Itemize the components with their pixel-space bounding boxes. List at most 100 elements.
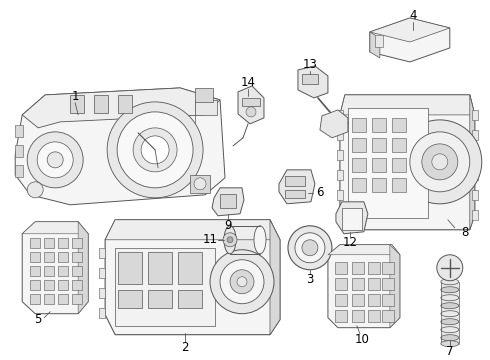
Bar [72, 294, 82, 304]
Circle shape [117, 112, 193, 188]
Bar [352, 310, 364, 322]
Bar [382, 278, 394, 290]
Polygon shape [238, 86, 264, 124]
Polygon shape [279, 170, 315, 204]
Polygon shape [212, 188, 244, 216]
Polygon shape [22, 222, 88, 314]
Bar [148, 252, 172, 284]
Bar [472, 170, 478, 180]
Text: 2: 2 [181, 341, 189, 354]
Circle shape [37, 142, 73, 178]
Polygon shape [328, 245, 400, 255]
Bar [99, 308, 105, 318]
Bar [352, 178, 366, 192]
Polygon shape [22, 222, 88, 234]
Bar [30, 252, 40, 262]
Bar [392, 158, 406, 172]
Bar [372, 138, 386, 152]
Bar [195, 100, 217, 115]
Ellipse shape [441, 279, 459, 285]
Text: 5: 5 [34, 313, 42, 326]
Polygon shape [370, 18, 450, 42]
Bar [335, 294, 347, 306]
Bar [352, 262, 364, 274]
Bar [118, 290, 142, 308]
Polygon shape [105, 220, 280, 240]
Bar [352, 138, 366, 152]
Polygon shape [320, 110, 348, 138]
Bar [375, 35, 383, 47]
Circle shape [227, 237, 233, 243]
Polygon shape [390, 245, 400, 328]
Circle shape [230, 270, 254, 294]
Circle shape [422, 144, 458, 180]
Bar [337, 130, 343, 140]
Bar [44, 238, 54, 248]
Polygon shape [340, 95, 475, 115]
Polygon shape [370, 32, 380, 58]
Polygon shape [270, 220, 280, 335]
Bar [352, 294, 364, 306]
Circle shape [27, 132, 83, 188]
Bar [148, 290, 172, 308]
Circle shape [223, 233, 237, 247]
Ellipse shape [441, 327, 459, 333]
Bar [285, 176, 305, 186]
Circle shape [194, 178, 206, 190]
Bar [30, 266, 40, 276]
Bar [472, 110, 478, 120]
Bar [368, 294, 380, 306]
Bar [352, 158, 366, 172]
Bar [72, 238, 82, 248]
Bar [335, 262, 347, 274]
Circle shape [437, 255, 463, 281]
Polygon shape [370, 18, 450, 62]
Bar [368, 262, 380, 274]
Circle shape [210, 250, 274, 314]
Text: 14: 14 [241, 76, 255, 89]
Bar [15, 145, 23, 157]
Bar [58, 266, 68, 276]
Text: 1: 1 [72, 90, 79, 103]
Ellipse shape [441, 303, 459, 309]
Bar [44, 252, 54, 262]
Bar [72, 252, 82, 262]
Text: 11: 11 [202, 233, 218, 246]
Circle shape [246, 107, 256, 117]
Bar [335, 278, 347, 290]
Polygon shape [22, 88, 220, 128]
Text: 9: 9 [224, 219, 232, 232]
Polygon shape [298, 66, 328, 98]
Circle shape [133, 128, 177, 172]
Bar [30, 280, 40, 290]
Bar [178, 290, 202, 308]
Bar [352, 278, 364, 290]
Circle shape [141, 136, 169, 164]
Text: 3: 3 [306, 273, 314, 286]
Circle shape [27, 182, 43, 198]
Bar [72, 280, 82, 290]
Bar [15, 165, 23, 177]
Bar [230, 226, 260, 254]
Bar [372, 158, 386, 172]
Bar [372, 178, 386, 192]
Bar [242, 98, 260, 106]
Bar [178, 252, 202, 284]
Bar [337, 210, 343, 220]
Bar [195, 88, 213, 102]
Text: 12: 12 [343, 236, 357, 249]
Bar [58, 252, 68, 262]
Text: 10: 10 [354, 333, 369, 346]
Bar [382, 294, 394, 306]
Bar [44, 280, 54, 290]
Bar [70, 95, 84, 113]
Text: 8: 8 [461, 226, 468, 239]
Bar [302, 74, 318, 84]
Bar [392, 118, 406, 132]
Bar [337, 110, 343, 120]
Bar [44, 294, 54, 304]
Bar [335, 310, 347, 322]
Bar [337, 170, 343, 180]
Bar [30, 238, 40, 248]
Circle shape [398, 120, 482, 204]
